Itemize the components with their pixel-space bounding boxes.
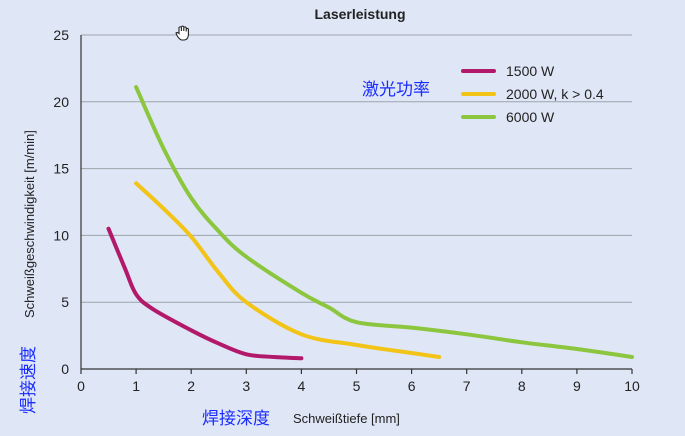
x-axis-label: Schweißtiefe [mm] — [293, 411, 400, 426]
y-tick-label: 0 — [61, 361, 69, 377]
y-axis-annotation-cn: 焊接速度 — [19, 346, 39, 414]
x-tick-label: 9 — [573, 378, 581, 394]
x-tick-label: 10 — [624, 378, 640, 394]
legend-label-6000w: 6000 W — [506, 109, 555, 125]
y-axis-label: Schweißgeschwindigkeit [m/min] — [22, 130, 37, 318]
x-tick-label: 7 — [463, 378, 471, 394]
x-axis-annotation-cn: 焊接深度 — [202, 409, 270, 429]
x-tick-label: 4 — [298, 378, 306, 394]
series-layer — [106, 85, 634, 361]
y-tick-label: 5 — [61, 294, 69, 310]
x-tick-label: 8 — [518, 378, 526, 394]
x-tick-label: 6 — [408, 378, 416, 394]
x-tick-label: 5 — [353, 378, 361, 394]
y-tick-label: 25 — [53, 27, 69, 43]
series-line-6000w — [134, 85, 634, 359]
hand-cursor-icon — [175, 25, 189, 41]
y-tick-label: 20 — [53, 94, 69, 110]
legend-annotation-cn: 激光功率 — [362, 80, 430, 100]
x-tick-label: 2 — [187, 378, 195, 394]
legend-label-1500w: 1500 W — [506, 63, 555, 79]
series-line-2000w — [134, 181, 442, 359]
y-tick-label: 10 — [53, 227, 69, 243]
chart-title: Laserleistung — [314, 6, 405, 22]
x-tick-label: 3 — [242, 378, 250, 394]
legend: 1500 W 2000 W, k > 0.4 6000 W — [461, 63, 604, 125]
legend-label-2000w: 2000 W, k > 0.4 — [506, 86, 604, 102]
x-tick-label: 1 — [132, 378, 140, 394]
tick-layer: 0 5 10 15 20 25 0 1 2 3 4 5 6 7 8 9 10 — [53, 27, 640, 394]
series-line-1500w — [106, 226, 304, 361]
y-tick-label: 15 — [53, 161, 69, 177]
axis-layer — [80, 35, 633, 374]
x-tick-label: 0 — [77, 378, 85, 394]
